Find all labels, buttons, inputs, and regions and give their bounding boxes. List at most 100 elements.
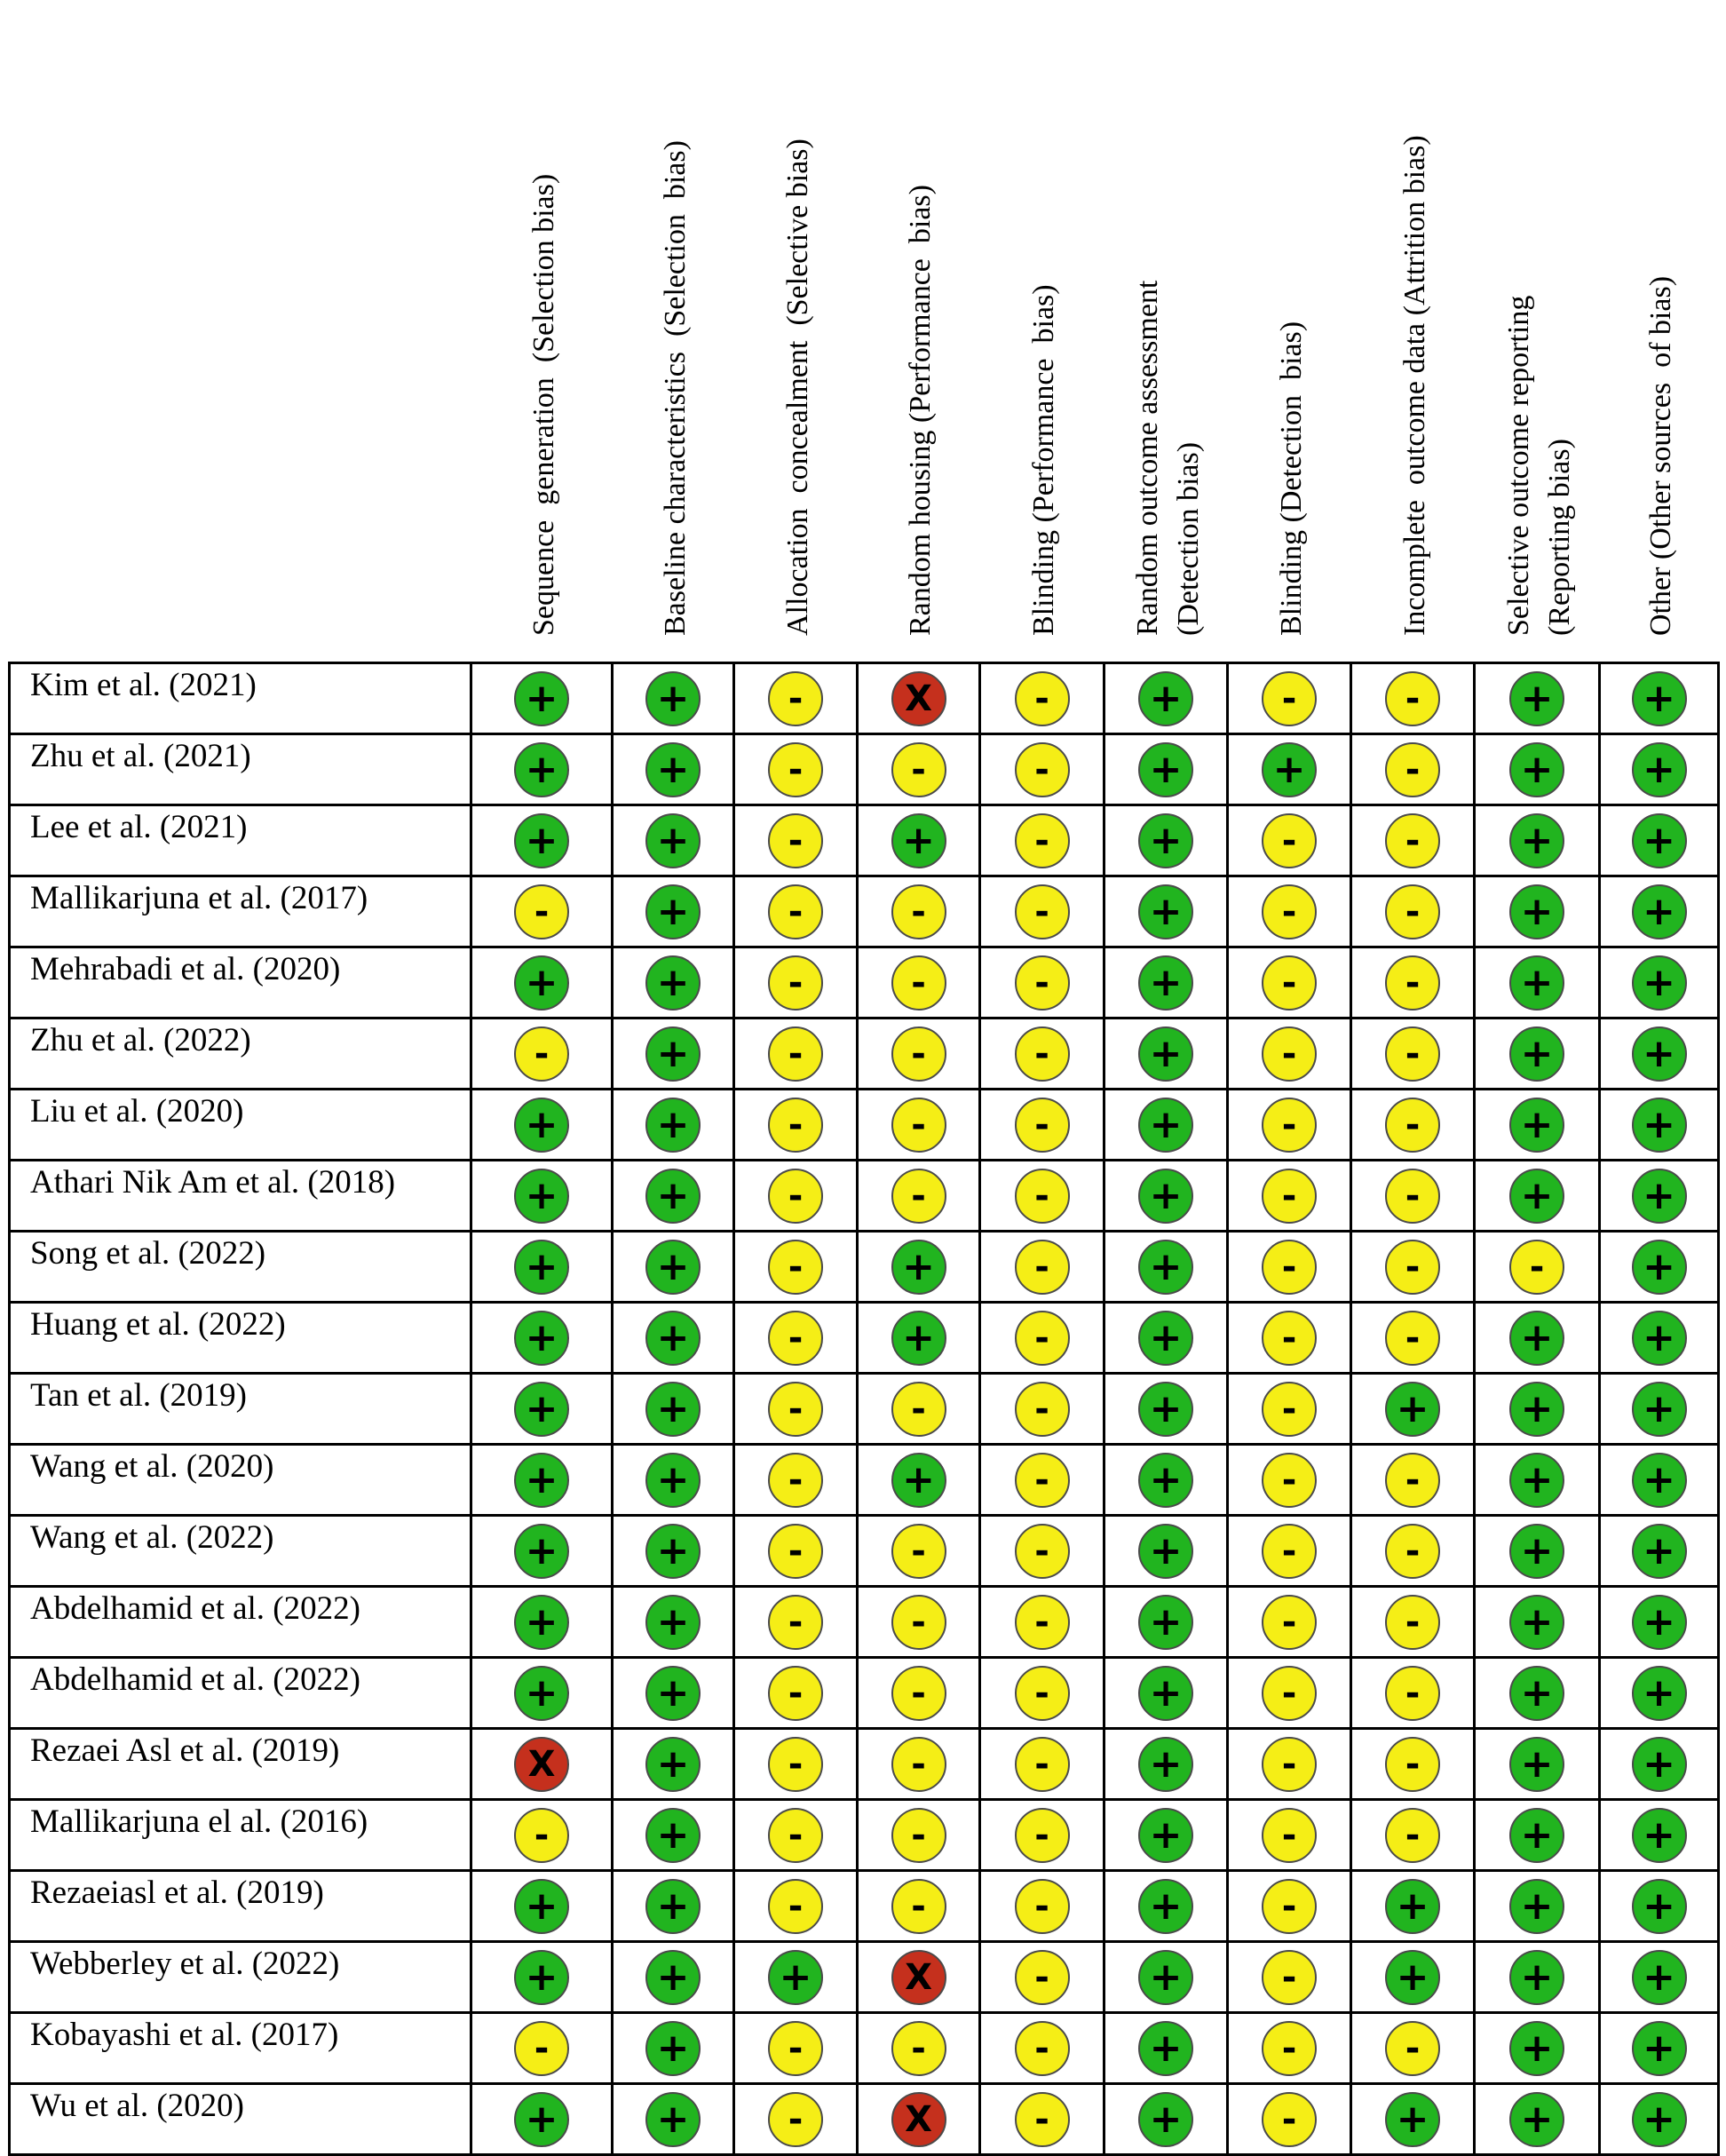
- domain-header-line2: (Detection bias): [1172, 441, 1205, 636]
- rating-cell: +: [470, 1301, 614, 1375]
- rating-cell: +: [470, 1940, 614, 2014]
- rating-cell: +: [1598, 733, 1720, 806]
- study-name: Wang et al. (2020): [8, 1443, 472, 1517]
- low-risk-icon: +: [1631, 1523, 1687, 1579]
- rating-cell: +: [470, 2082, 614, 2156]
- rating-cell: -: [1350, 1230, 1476, 1304]
- rating-cell: +: [611, 1940, 735, 2014]
- low-risk-icon: +: [1509, 741, 1564, 797]
- rating-cell: -: [732, 804, 859, 877]
- low-risk-icon: +: [514, 1310, 569, 1366]
- unclear-risk-icon: -: [891, 2020, 946, 2076]
- rating-cell: -: [732, 1869, 859, 1943]
- rating-cell: -: [856, 1088, 981, 1161]
- rating-cell: +: [1473, 2082, 1601, 2156]
- domain-header-3: Allocation concealment (Selective bias): [732, 0, 856, 657]
- rating-cell: +: [611, 1869, 735, 1943]
- rating-cell: +: [1103, 1940, 1229, 2014]
- rating-cell: +: [611, 1443, 735, 1517]
- low-risk-icon: +: [1138, 2020, 1193, 2076]
- domain-header-label: Selective outcome reporting (Reporting bi…: [1499, 296, 1580, 636]
- low-risk-icon: +: [645, 1452, 701, 1508]
- unclear-risk-icon: -: [768, 2020, 823, 2076]
- low-risk-icon: +: [514, 1949, 569, 2005]
- rating-cell: -: [732, 1727, 859, 1801]
- domain-header-line1: Blinding (Performance bias): [1027, 284, 1060, 636]
- domain-header-label: Blinding (Detection bias): [1271, 321, 1312, 636]
- domain-header-label: Random housing (Performance bias): [900, 185, 941, 636]
- rating-cell: +: [1598, 1798, 1720, 1872]
- rating-cell: +: [1473, 1869, 1601, 1943]
- unclear-risk-icon: -: [1385, 670, 1440, 726]
- rating-cell: -: [1350, 1727, 1476, 1801]
- low-risk-icon: +: [1631, 1026, 1687, 1082]
- low-risk-icon: +: [1509, 1878, 1564, 1934]
- rating-cell: -: [732, 2011, 859, 2085]
- study-name: Abdelhamid et al. (2022): [8, 1656, 472, 1730]
- low-risk-icon: +: [1138, 1168, 1193, 1224]
- rating-cell: -: [1350, 733, 1476, 806]
- rating-cell: -: [1226, 1869, 1352, 1943]
- rating-cell: X: [470, 1727, 614, 1801]
- low-risk-icon: +: [1138, 1736, 1193, 1792]
- low-risk-icon: +: [1509, 2020, 1564, 2076]
- rating-cell: -: [1350, 946, 1476, 1019]
- rating-cell: +: [611, 1230, 735, 1304]
- low-risk-icon: +: [514, 1381, 569, 1437]
- low-risk-icon: +: [1509, 1949, 1564, 2005]
- low-risk-icon: +: [891, 812, 946, 868]
- rating-cell: +: [1598, 2011, 1720, 2085]
- unclear-risk-icon: -: [768, 812, 823, 868]
- domain-header-line1: Selective outcome reporting: [1502, 295, 1535, 636]
- rating-cell: -: [978, 1514, 1105, 1588]
- rating-cell: +: [1103, 1656, 1229, 1730]
- rating-cell: +: [1350, 1940, 1476, 2014]
- rating-cell: -: [470, 875, 614, 948]
- table-row: Wang et al. (2022) + + - - - + - - + +: [8, 1514, 1720, 1588]
- low-risk-icon: +: [1509, 1807, 1564, 1863]
- domain-header-line2: (Reporting bias): [1543, 439, 1576, 636]
- rating-cell: -: [856, 2011, 981, 2085]
- table-row: Zhu et al. (2021) + + - - - + + - + +: [8, 733, 1720, 806]
- study-name: Mehrabadi et al. (2020): [8, 946, 472, 1019]
- domain-header-10: Other (Other sources of bias): [1598, 0, 1717, 657]
- low-risk-icon: +: [645, 1026, 701, 1082]
- low-risk-icon: +: [1509, 1452, 1564, 1508]
- unclear-risk-icon: -: [891, 1381, 946, 1437]
- rating-cell: +: [1598, 1088, 1720, 1161]
- low-risk-icon: +: [645, 1097, 701, 1153]
- low-risk-icon: +: [1138, 1381, 1193, 1437]
- low-risk-icon: +: [645, 1239, 701, 1295]
- rating-cell: +: [1598, 662, 1720, 735]
- low-risk-icon: +: [645, 812, 701, 868]
- unclear-risk-icon: -: [1262, 1949, 1317, 2005]
- rating-cell: -: [1350, 1017, 1476, 1090]
- low-risk-icon: +: [1509, 1381, 1564, 1437]
- rating-cell: +: [856, 1301, 981, 1375]
- rating-cell: +: [1473, 1443, 1601, 1517]
- rating-cell: +: [1103, 875, 1229, 948]
- low-risk-icon: +: [514, 741, 569, 797]
- unclear-risk-icon: -: [891, 1026, 946, 1082]
- rating-cell: +: [856, 804, 981, 877]
- rating-cell: -: [1226, 1585, 1352, 1659]
- domain-header-label: Other (Other sources of bias): [1641, 276, 1682, 636]
- unclear-risk-icon: -: [1385, 1736, 1440, 1792]
- rating-cell: +: [1598, 1443, 1720, 1517]
- unclear-risk-icon: -: [1014, 1523, 1070, 1579]
- table-row: Huang et al. (2022) + + - + - + - - + +: [8, 1301, 1720, 1375]
- study-name: Webberley et al. (2022): [8, 1940, 472, 2014]
- unclear-risk-icon: -: [1385, 1097, 1440, 1153]
- study-name: Rezaeiasl et al. (2019): [8, 1869, 472, 1943]
- table-row: Lee et al. (2021) + + - + - + - - + +: [8, 804, 1720, 877]
- rating-cell: -: [1226, 1940, 1352, 2014]
- low-risk-icon: +: [645, 884, 701, 939]
- domain-header-label: Sequence generation (Selection bias): [524, 174, 565, 636]
- unclear-risk-icon: -: [768, 741, 823, 797]
- low-risk-icon: +: [1138, 741, 1193, 797]
- low-risk-icon: +: [1138, 1310, 1193, 1366]
- low-risk-icon: +: [1138, 812, 1193, 868]
- low-risk-icon: +: [1138, 1665, 1193, 1721]
- rating-cell: +: [1473, 733, 1601, 806]
- rating-cell: +: [1598, 1159, 1720, 1233]
